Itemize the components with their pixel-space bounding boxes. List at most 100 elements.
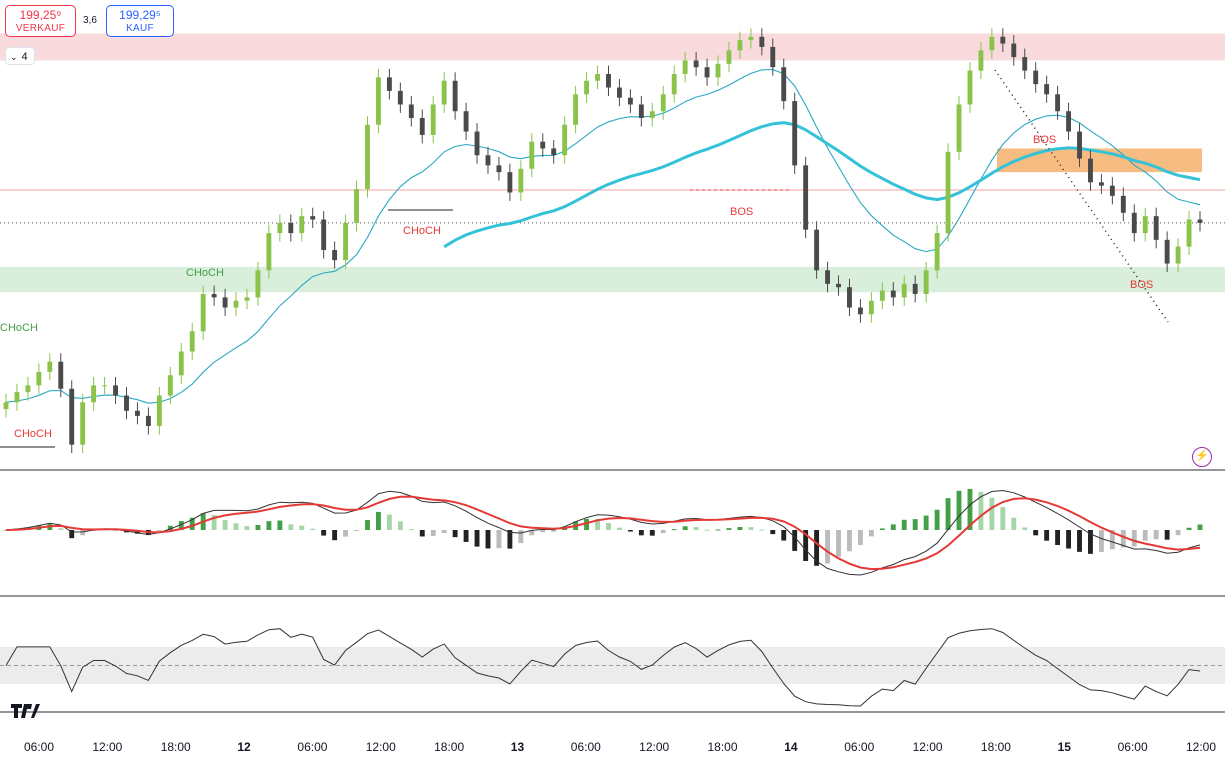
macd-histogram-bar bbox=[419, 530, 425, 537]
lightning-icon[interactable]: ⚡ bbox=[1192, 447, 1212, 467]
ema-thin-line bbox=[5, 68, 1201, 404]
x-tick-label: 15 bbox=[1058, 740, 1072, 754]
macd-histogram-bar bbox=[978, 491, 984, 530]
macd-histogram-bar bbox=[923, 515, 929, 530]
candle-body bbox=[1044, 84, 1050, 95]
candle-body bbox=[47, 361, 53, 372]
sell-button[interactable]: 199,25⁹ VERKAUF bbox=[5, 5, 76, 37]
candle-body bbox=[1153, 216, 1159, 240]
candle-body bbox=[879, 290, 885, 301]
candle-body bbox=[430, 104, 436, 135]
candle-body bbox=[310, 216, 316, 220]
macd-histogram-bar bbox=[1055, 530, 1061, 546]
candle-body bbox=[288, 222, 294, 234]
macd-histogram-bar bbox=[967, 488, 973, 530]
macd-histogram-bar bbox=[80, 530, 86, 536]
macd-histogram-bar bbox=[836, 530, 841, 557]
x-tick-label: 13 bbox=[511, 740, 525, 754]
candle-body bbox=[1120, 195, 1126, 213]
candle-body bbox=[868, 300, 874, 315]
x-tick-label: 18:00 bbox=[708, 740, 738, 754]
x-tick-label: 12:00 bbox=[366, 740, 396, 754]
candle-body bbox=[1055, 94, 1061, 112]
candle-body bbox=[518, 168, 524, 193]
choch-label: CHoCH bbox=[186, 267, 224, 279]
candle-body bbox=[770, 46, 776, 68]
x-tick-label: 12:00 bbox=[92, 740, 122, 754]
macd-histogram-bar bbox=[496, 530, 502, 549]
macd-histogram-bar bbox=[1186, 527, 1192, 530]
macd-histogram-bar bbox=[814, 530, 820, 566]
indicators-toggle-button[interactable]: ⌄ 4 bbox=[5, 47, 35, 65]
candle-body bbox=[386, 77, 392, 91]
choch-label: CHoCH bbox=[0, 322, 38, 334]
candle-body bbox=[397, 90, 403, 105]
candle-body bbox=[463, 111, 469, 132]
macd-histogram-bar bbox=[704, 529, 710, 531]
x-tick-label: 14 bbox=[784, 740, 798, 754]
candle-body bbox=[945, 151, 951, 234]
grid-layer bbox=[0, 469, 1225, 713]
candle-body bbox=[200, 294, 206, 332]
annotations-layer: CHoCH CHoCH CHoCH BOS BOS BOS CHoCH bbox=[0, 69, 1169, 448]
macd-histogram-bar bbox=[781, 530, 787, 541]
choch-label: CHoCH bbox=[14, 428, 52, 440]
candle-body bbox=[91, 385, 97, 403]
candle-body bbox=[332, 250, 338, 261]
macd-histogram-bar bbox=[1175, 530, 1181, 536]
macd-histogram-bar bbox=[441, 530, 447, 534]
x-tick-label: 06:00 bbox=[24, 740, 54, 754]
candle-body bbox=[529, 141, 535, 169]
macd-histogram-bar bbox=[616, 527, 622, 530]
candle-body bbox=[1033, 70, 1039, 85]
macd-histogram-bar bbox=[693, 526, 699, 530]
macd-histogram-bar bbox=[934, 509, 940, 530]
candle-body bbox=[354, 189, 359, 223]
x-tick-label: 12:00 bbox=[913, 740, 943, 754]
macd-histogram-bar bbox=[463, 530, 469, 542]
zones-layer bbox=[0, 33, 1225, 293]
candle-body bbox=[759, 36, 765, 47]
candle-body bbox=[912, 283, 918, 294]
macd-histogram-bar bbox=[989, 497, 995, 530]
candle-body bbox=[1142, 216, 1148, 234]
macd-histogram-bar bbox=[452, 530, 458, 538]
candle-body bbox=[3, 402, 9, 410]
macd-histogram-bar bbox=[1131, 530, 1137, 547]
macd-histogram-bar bbox=[737, 527, 743, 530]
buy-button[interactable]: 199,29⁵ KAUF bbox=[106, 5, 174, 37]
macd-histogram-bar bbox=[58, 528, 64, 530]
macd-histogram-bar bbox=[354, 530, 359, 531]
macd-histogram-bar bbox=[759, 529, 765, 531]
macd-histogram-bar bbox=[529, 530, 535, 536]
buy-price: 199,29⁵ bbox=[119, 8, 161, 22]
candle-body bbox=[573, 94, 579, 125]
macd-histogram-bar bbox=[584, 518, 590, 530]
tradingview-logo[interactable] bbox=[11, 704, 41, 718]
candle-body bbox=[156, 395, 162, 426]
chevron-down-icon: ⌄ bbox=[10, 52, 18, 62]
candle-body bbox=[25, 385, 31, 393]
candle-body bbox=[562, 124, 568, 156]
candle-body bbox=[836, 283, 841, 288]
macd-histogram-bar bbox=[606, 522, 611, 530]
x-tick-label: 18:00 bbox=[434, 740, 464, 754]
macd-histogram-bar bbox=[1153, 530, 1159, 540]
macd-histogram-bar bbox=[1011, 517, 1017, 530]
x-tick-label: 18:00 bbox=[161, 740, 191, 754]
candle-body bbox=[375, 77, 381, 125]
macd-histogram-bar bbox=[178, 521, 184, 530]
candle-body bbox=[584, 80, 590, 95]
candle-body bbox=[923, 270, 929, 294]
candle-body bbox=[967, 70, 973, 105]
indicator-count: 4 bbox=[21, 51, 28, 63]
x-axis: 06:00 12:00 18:00 12 06:00 12:00 18:00 13 06:00 1… bbox=[24, 740, 1216, 754]
spread-value: 3,6 bbox=[83, 15, 97, 26]
macd-histogram-bar bbox=[1164, 530, 1170, 540]
candle-body bbox=[365, 124, 370, 190]
macd-histogram-bar bbox=[397, 521, 403, 530]
candle-body bbox=[857, 307, 863, 315]
bos-label: BOS bbox=[730, 206, 753, 218]
sell-price: 199,25⁹ bbox=[19, 8, 62, 22]
